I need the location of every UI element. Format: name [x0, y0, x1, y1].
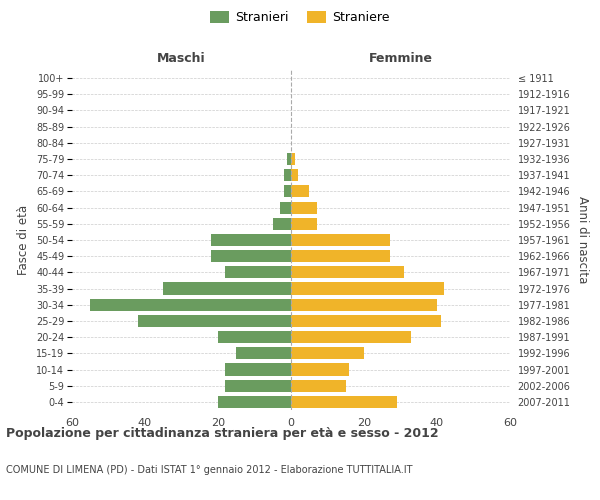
Bar [163, 282, 291, 294]
Bar [226, 380, 291, 392]
Bar [287, 153, 291, 165]
Bar [226, 364, 291, 376]
Bar [291, 153, 295, 165]
Bar [291, 266, 404, 278]
Bar [218, 396, 291, 408]
Bar [291, 298, 437, 311]
Bar [291, 282, 444, 294]
Bar [226, 266, 291, 278]
Bar [291, 315, 440, 327]
Bar [291, 331, 412, 343]
Bar [291, 234, 389, 246]
Bar [284, 169, 291, 181]
Text: COMUNE DI LIMENA (PD) - Dati ISTAT 1° gennaio 2012 - Elaborazione TUTTITALIA.IT: COMUNE DI LIMENA (PD) - Dati ISTAT 1° ge… [6, 465, 413, 475]
Bar [291, 396, 397, 408]
Y-axis label: Fasce di età: Fasce di età [17, 205, 31, 275]
Bar [138, 315, 291, 327]
Bar [280, 202, 291, 213]
Text: Popolazione per cittadinanza straniera per età e sesso - 2012: Popolazione per cittadinanza straniera p… [6, 428, 439, 440]
Legend: Stranieri, Straniere: Stranieri, Straniere [210, 11, 390, 24]
Bar [291, 186, 309, 198]
Bar [291, 348, 364, 360]
Bar [291, 202, 317, 213]
Bar [291, 250, 389, 262]
Text: Maschi: Maschi [157, 52, 206, 65]
Bar [90, 298, 291, 311]
Bar [211, 234, 291, 246]
Bar [291, 380, 346, 392]
Bar [291, 169, 298, 181]
Bar [218, 331, 291, 343]
Bar [291, 364, 349, 376]
Bar [273, 218, 291, 230]
Text: Femmine: Femmine [368, 52, 433, 65]
Bar [236, 348, 291, 360]
Y-axis label: Anni di nascita: Anni di nascita [576, 196, 589, 284]
Bar [284, 186, 291, 198]
Bar [291, 218, 317, 230]
Bar [211, 250, 291, 262]
